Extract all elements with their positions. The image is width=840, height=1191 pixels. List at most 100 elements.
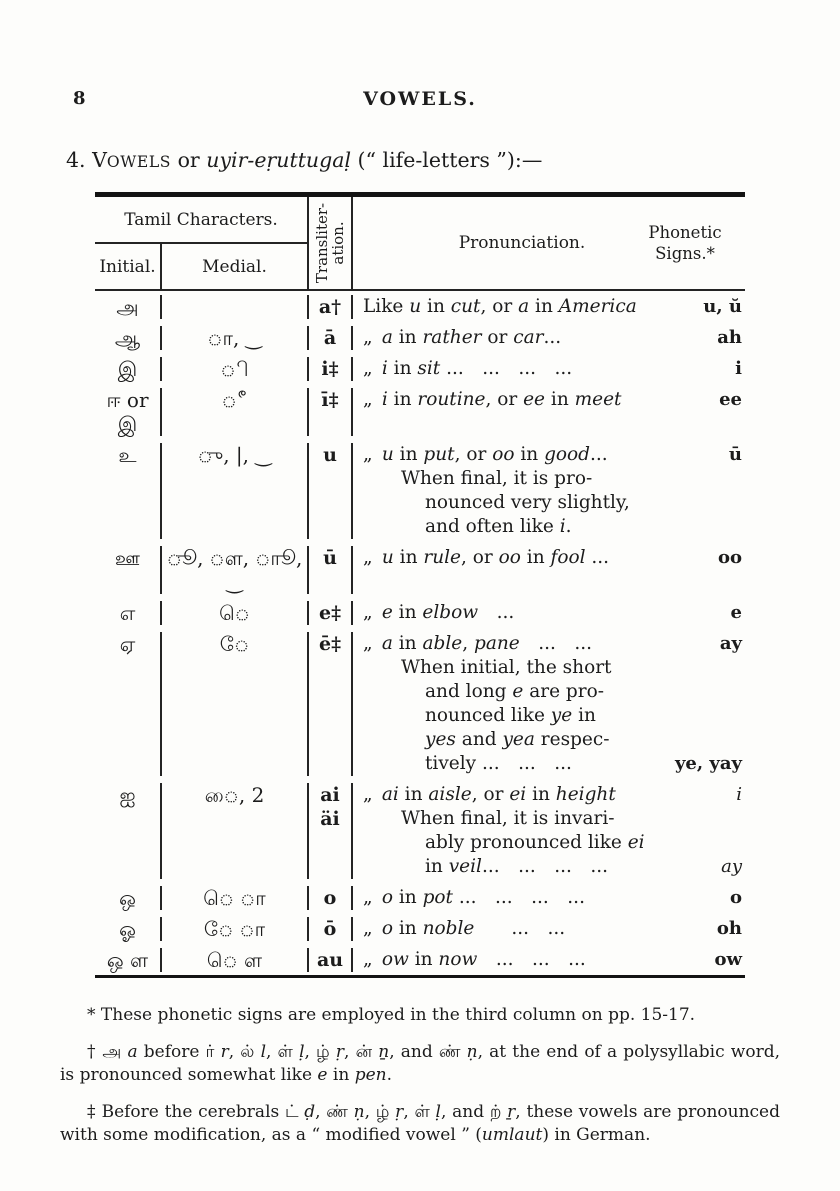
pronunciation-cell: „ o in pot ... ... ... ... o — [353, 886, 745, 910]
initial-character-cell: அ — [95, 295, 162, 319]
pronunciation-line: When final, it is pro- — [363, 467, 745, 491]
phonetic-sign: oh — [716, 918, 742, 939]
pronunciation-line: ably pronounced like ei — [363, 831, 745, 855]
column-header-phonetic-signs: Phonetic Signs.* — [648, 223, 722, 263]
phonetic-sign: ow — [714, 949, 742, 970]
pronunciation-text: „ a in able, pane ... ... — [363, 633, 593, 654]
pronunciation-text: „ i in routine, or ee in meet — [363, 389, 622, 410]
pronunciation-text: ably pronounced like ei — [425, 832, 645, 853]
pronunciation-cell: „ ai in aisle, or ei in height i When fina… — [353, 783, 745, 879]
pronunciation-text: yes and yea respec- — [425, 729, 610, 750]
footnote: † அ a before ர் r, ல் l, ள் ḷ, ழ் ṛ, ன் … — [60, 1041, 780, 1086]
medial-character-cell: ீ — [162, 388, 309, 436]
medial-character-cell: ெ ா — [162, 886, 309, 910]
table-header: Tamil Characters. Transliter- ation. Pro… — [95, 197, 745, 291]
table-row: அ a† Like u in cut, or a in America u, ŭ — [95, 291, 745, 322]
transliteration-cell: ū — [309, 546, 353, 594]
pronunciation-text: „ a in rather or car... — [363, 327, 562, 348]
pronunciation-line: Like u in cut, or a in America u, ŭ — [363, 295, 745, 319]
initial-character-cell: ஐ — [95, 783, 162, 879]
pronunciation-line: „ ai in aisle, or ei in height i — [363, 783, 745, 807]
column-header-pronunciation-signs: Pronunciation. Phonetic Signs.* — [353, 197, 745, 289]
transliteration-value: ō — [323, 918, 337, 940]
phonetic-sign: ū — [728, 444, 742, 465]
running-header: VOWELS. — [363, 88, 477, 110]
pronunciation-line: When initial, the short — [363, 656, 745, 680]
transliteration-value: ē‡ — [318, 633, 342, 655]
initial-character-cell: ஒ — [95, 886, 162, 910]
pronunciation-line: nounced like ye in — [363, 704, 745, 728]
page-header: 8 VOWELS. — [60, 88, 780, 114]
transliteration-value: ā — [323, 327, 337, 349]
initial-character-cell: ஓ — [95, 917, 162, 941]
initial-character-cell: ஆ — [95, 326, 162, 350]
pronunciation-text: Like u in cut, or a in America — [363, 296, 637, 317]
initial-character-cell: எ — [95, 601, 162, 625]
initial-character-cell: ஒ ள — [95, 948, 162, 972]
pronunciation-line: „ o in pot ... ... ... ... o — [363, 886, 745, 910]
vowel-table: Tamil Characters. Transliter- ation. Pro… — [95, 192, 745, 978]
transliteration-value: i‡ — [321, 358, 339, 380]
transliteration-cell: a† — [309, 295, 353, 319]
column-header-transliteration: Transliter- ation. — [309, 197, 353, 289]
footnote: ‡ Before the cerebrals ட் ḍ, ண் ṇ, ழ் ṛ,… — [60, 1101, 781, 1146]
pronunciation-line: and often like i. — [363, 515, 745, 539]
transliteration-value: u — [323, 444, 337, 466]
section-heading: 4. VOWELS or uyir-eṛuttugaḷ (“ life-lett… — [66, 148, 543, 172]
transliteration-cell: e‡ — [309, 601, 353, 625]
transliteration-cell: ō — [309, 917, 353, 941]
transliteration-value: a† — [318, 296, 342, 318]
medial-character-cell — [162, 295, 309, 319]
column-header-initial: Initial. — [95, 244, 162, 289]
medial-character-cell: ு, |, ‿ — [162, 443, 309, 539]
pronunciation-cell: „ o in noble ... ... oh — [353, 917, 745, 941]
phonetic-sign: i — [735, 358, 742, 379]
pronunciation-cell: „ a in able, pane ... ... ay When initial,… — [353, 632, 745, 776]
pronunciation-line: „ e in elbow ... e — [363, 601, 745, 625]
pronunciation-text: nounced like ye in — [425, 705, 596, 726]
pronunciation-text: nounced very slightly, — [425, 492, 630, 513]
transliteration-cell: o — [309, 886, 353, 910]
transliteration-cell: ī‡ — [309, 388, 353, 436]
pronunciation-text: „ u in rule, or oo in fool ... — [363, 547, 610, 568]
pronunciation-text: „ o in noble ... ... — [363, 918, 566, 939]
column-group-tamil-characters: Tamil Characters. — [95, 197, 309, 244]
pronunciation-line: in veil... ... ... ... ay — [363, 855, 745, 879]
initial-character-cell: உ — [95, 443, 162, 539]
transliteration-value: äi — [320, 808, 340, 830]
pronunciation-text: When final, it is invari- — [401, 808, 615, 829]
phonetic-sign: ye, yay — [674, 753, 742, 774]
transliteration-cell: i‡ — [309, 357, 353, 381]
pronunciation-text: „ ow in now ... ... ... — [363, 949, 586, 970]
transliteration-value: au — [316, 949, 344, 971]
pronunciation-line: and long e are pro- — [363, 680, 745, 704]
medial-character-cell: ை, 2 — [162, 783, 309, 879]
pronunciation-line: „ a in able, pane ... ... ay — [363, 632, 745, 656]
pronunciation-line: When final, it is invari- — [363, 807, 745, 831]
pronunciation-line: yes and yea respec- — [363, 728, 745, 752]
table-row: ஐை, 2 ai äi „ ai in aisle, or ei in height i… — [95, 779, 745, 882]
phonetic-sign: ay — [721, 856, 742, 877]
pronunciation-cell: „ u in put, or oo in good... ū When final,… — [353, 443, 745, 539]
table-row: இி i‡ „ i in sit ... ... ... ... i — [95, 353, 745, 384]
initial-character-cell: ஏ — [95, 632, 162, 776]
transliteration-cell: au — [309, 948, 353, 972]
pronunciation-cell: „ i in routine, or ee in meet ee — [353, 388, 745, 436]
pronunciation-line: „ o in noble ... ... oh — [363, 917, 745, 941]
pronunciation-line: „ i in sit ... ... ... ... i — [363, 357, 745, 381]
phonetic-sign: ee — [719, 389, 742, 410]
pronunciation-text: „ u in put, or oo in good... — [363, 444, 608, 465]
phonetic-sign: ay — [719, 633, 742, 654]
transliteration-value: ū — [323, 547, 337, 569]
phonetic-sign: oo — [717, 547, 742, 568]
table-row: ஓே ா ō „ o in noble ... ... oh — [95, 913, 745, 944]
pronunciation-text: „ i in sit ... ... ... ... — [363, 358, 573, 379]
pronunciation-cell: „ a in rather or car... ah — [353, 326, 745, 350]
pronunciation-text: tively ... ... ... — [425, 753, 572, 774]
transliteration-value: ai — [320, 784, 340, 806]
pronunciation-cell: „ e in elbow ... e — [353, 601, 745, 625]
transliteration-value: o — [323, 887, 337, 909]
pronunciation-cell: Like u in cut, or a in America u, ŭ — [353, 295, 745, 319]
pronunciation-text: in veil... ... ... ... — [425, 856, 609, 877]
